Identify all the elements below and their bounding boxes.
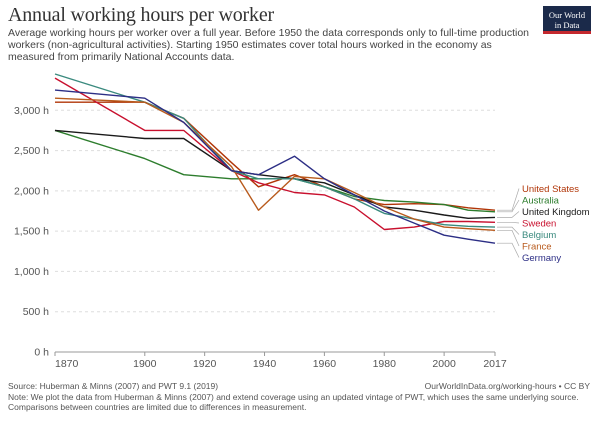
series-line-belgium[interactable] xyxy=(54,73,496,228)
legend-connector xyxy=(497,211,520,218)
y-tick-label: 2,500 h xyxy=(14,145,49,157)
y-tick-label: 2,000 h xyxy=(14,185,49,197)
y-tick-label: 0 h xyxy=(34,347,49,359)
legend-label[interactable]: United States xyxy=(522,184,579,195)
series-lines xyxy=(54,73,496,244)
x-tick-label: 1940 xyxy=(253,358,277,370)
footnote: Note: We plot the data from Huberman & M… xyxy=(8,392,579,412)
series-line-sweden[interactable] xyxy=(54,77,496,231)
y-tick-label: 1,000 h xyxy=(14,266,49,278)
x-tick-label: 2017 xyxy=(483,358,507,370)
series-line-australia[interactable] xyxy=(54,129,496,213)
x-axis-ticks: 1870 1900 1920 1940 1960 1980 2000 2017 xyxy=(54,352,507,370)
source-note: Source: Huberman & Minns (2007) and PWT … xyxy=(8,381,219,391)
logo-line-2: in Data xyxy=(554,20,580,30)
y-tick-label: 1,500 h xyxy=(14,226,49,238)
owid-logo[interactable]: Our World in Data xyxy=(543,6,591,34)
series-line-france[interactable] xyxy=(54,97,496,231)
x-tick-label: 1960 xyxy=(313,358,337,370)
x-tick-label: 2000 xyxy=(432,358,456,370)
y-tick-label: 500 h xyxy=(23,306,49,318)
chart-title: Annual working hours per worker xyxy=(8,4,274,26)
y-tick-label: 3,000 h xyxy=(14,105,49,117)
legend-connector xyxy=(497,221,520,224)
series-line-united-kingdom[interactable] xyxy=(54,129,496,219)
legend-label[interactable]: Belgium xyxy=(522,230,556,241)
legend-label[interactable]: Sweden xyxy=(522,219,556,230)
chart-subtitle: Average working hours per worker over a … xyxy=(8,27,530,63)
series-line-germany[interactable] xyxy=(54,89,496,244)
legend-connector xyxy=(497,199,520,213)
legend-label[interactable]: France xyxy=(522,242,552,253)
source-url[interactable]: OurWorldInData.org/working-hours • CC BY xyxy=(424,381,590,391)
legend-label[interactable]: Australia xyxy=(522,196,560,207)
line-chart: 0 h 500 h 1,000 h 1,500 h 2,000 h 2,500 h 3,00… xyxy=(14,73,590,370)
grid-lines xyxy=(55,109,495,353)
x-tick-label: 1870 xyxy=(55,358,79,370)
legend-connector xyxy=(497,229,520,247)
logo-line-1: Our World xyxy=(548,10,586,20)
x-tick-label: 1900 xyxy=(133,358,157,370)
y-axis-ticks: 0 h 500 h 1,000 h 1,500 h 2,000 h 2,500 h 3,00… xyxy=(14,105,49,359)
legend-connector xyxy=(497,242,520,258)
x-tick-label: 1920 xyxy=(193,358,217,370)
x-tick-label: 1980 xyxy=(373,358,397,370)
legend-label[interactable]: Germany xyxy=(522,253,561,264)
legend-connector xyxy=(497,226,520,235)
legend-connector xyxy=(497,188,520,211)
legend-label[interactable]: United Kingdom xyxy=(522,207,590,218)
